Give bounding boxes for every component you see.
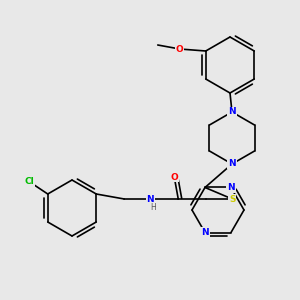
Text: S: S bbox=[229, 194, 236, 203]
Text: Cl: Cl bbox=[25, 178, 34, 187]
Text: N: N bbox=[201, 228, 209, 237]
Text: N: N bbox=[146, 194, 154, 203]
Text: N: N bbox=[228, 160, 236, 169]
Text: O: O bbox=[170, 172, 178, 182]
Text: N: N bbox=[228, 107, 236, 116]
Text: H: H bbox=[150, 203, 156, 212]
Text: N: N bbox=[227, 183, 235, 192]
Text: O: O bbox=[176, 44, 184, 53]
